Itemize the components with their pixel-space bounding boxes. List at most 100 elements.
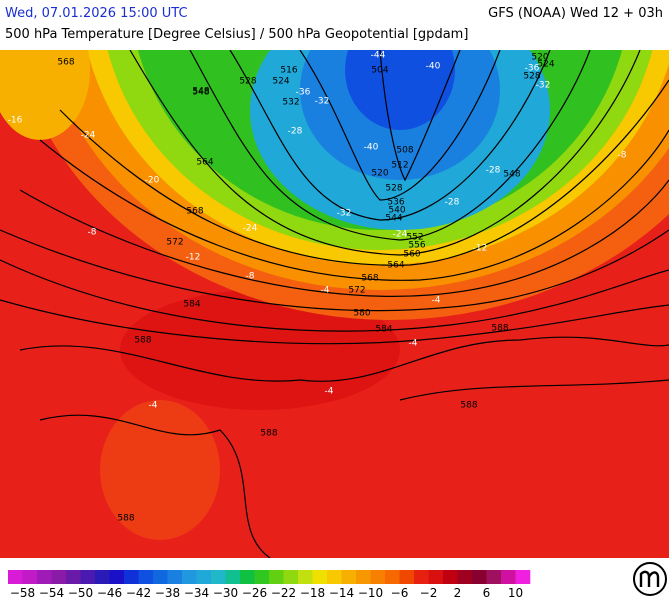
temperature-label: -8 <box>88 228 97 238</box>
colorbar-label: −42 <box>126 586 151 600</box>
colorbar-label: 2 <box>454 586 462 600</box>
temperature-label: -24 <box>243 224 258 234</box>
geopotential-label: 552 <box>406 233 423 243</box>
geopotential-label: 564 <box>387 261 404 271</box>
geopotential-label: 572 <box>166 238 183 248</box>
temperature-label: -32 <box>315 97 330 107</box>
temperature-label: -20 <box>145 176 160 186</box>
colorbar-swatch <box>298 570 313 584</box>
colorbar-swatch <box>341 570 357 584</box>
colorbar-swatch <box>8 570 23 584</box>
geopotential-label: 512 <box>391 161 408 171</box>
geopotential-label: 508 <box>396 146 413 156</box>
geopotential-label: 588 <box>491 324 508 334</box>
geopotential-label: 520 <box>371 169 388 179</box>
colorbar-label: −30 <box>213 586 238 600</box>
temperature-label: -12 <box>473 244 488 254</box>
model-run: GFS (NOAA) Wed 12 + 03h <box>488 6 663 21</box>
geopotential-label: 516 <box>280 66 297 76</box>
map: 5685485285245165325045085125205285365405… <box>0 50 669 558</box>
geopotential-label: 504 <box>371 66 388 76</box>
colorbar-swatch <box>66 570 81 584</box>
colorbar-swatch <box>22 570 38 584</box>
colorbar-swatch <box>240 570 255 584</box>
geopotential-label: 564 <box>196 158 213 168</box>
temperature-label: -4 <box>325 387 334 397</box>
temperature-field <box>120 290 400 410</box>
colorbar-label: −34 <box>184 586 209 600</box>
colorbar-swatch <box>312 570 328 584</box>
colorbar-swatch <box>385 570 400 584</box>
colorbar-swatch <box>428 570 444 584</box>
colorbar-swatch <box>269 570 284 584</box>
geopotential-label: 584 <box>375 325 392 335</box>
colorbar-label: −38 <box>155 586 180 600</box>
geopotential-label: 536 <box>387 198 404 208</box>
temperature-field <box>345 50 455 130</box>
colorbar-swatch <box>51 570 67 584</box>
colorbar-swatch <box>515 570 531 584</box>
geopotential-label: 524 <box>537 60 554 70</box>
temperature-label: -32 <box>337 209 352 219</box>
colorbar-swatch <box>225 570 241 584</box>
geopotential-label: 532 <box>282 98 299 108</box>
subtitle: 500 hPa Temperature [Degree Celsius] / 5… <box>5 27 469 42</box>
temperature-label: -12 <box>186 253 201 263</box>
colorbar-swatch <box>182 570 197 584</box>
colorbar-label: −2 <box>420 586 438 600</box>
colorbar-swatch <box>370 570 386 584</box>
colorbar-swatch <box>414 570 429 584</box>
datetime: Wed, 07.01.2026 15:00 UTC <box>5 6 188 21</box>
geopotential-label: 588 <box>260 429 277 439</box>
colorbar-label: −6 <box>391 586 409 600</box>
temperature-label: -8 <box>618 151 627 161</box>
temperature-label: -28 <box>288 127 303 137</box>
temperature-label: -40 <box>426 62 441 72</box>
temperature-label: -24 <box>81 131 96 141</box>
colorbar-label: −26 <box>242 586 267 600</box>
temperature-label: -16 <box>8 116 23 126</box>
colorbar: −58 −54 −50 −46 −42 −38 −34 −30 −26 −22 −18 −14 −10−… <box>8 562 667 600</box>
temperature-label: -4 <box>432 296 441 306</box>
temperature-label: -4 <box>409 339 418 349</box>
colorbar-swatch <box>327 570 342 584</box>
geopotential-label: 572 <box>348 286 365 296</box>
colorbar-swatch <box>80 570 96 584</box>
geopotential-label: 524 <box>272 77 289 87</box>
geopotential-label: 528 <box>385 184 402 194</box>
geopotential-label: 548 <box>192 87 209 97</box>
geopotential-label: 548 <box>503 170 520 180</box>
temperature-label: -28 <box>445 198 460 208</box>
colorbar-swatch <box>399 570 415 584</box>
colorbar-swatch <box>138 570 154 584</box>
geopotential-label: 520 <box>531 53 548 63</box>
colorbar-label: −22 <box>271 586 296 600</box>
colorbar-swatch <box>37 570 52 584</box>
colorbar-label: −14 <box>329 586 354 600</box>
colorbar-swatch <box>109 570 125 584</box>
colorbar-swatch <box>124 570 139 584</box>
colorbar-swatch <box>211 570 226 584</box>
geopotential-label: 560 <box>403 250 420 260</box>
colorbar-swatch <box>356 570 371 584</box>
temperature-label: -4 <box>149 401 158 411</box>
logo <box>639 570 660 587</box>
colorbar-swatch <box>486 570 502 584</box>
geopotential-label: 580 <box>353 309 370 319</box>
temperature-label: -36 <box>296 88 311 98</box>
colorbar-swatch <box>472 570 487 584</box>
colorbar-label: −50 <box>68 586 93 600</box>
geopotential-label: 568 <box>361 274 378 284</box>
colorbar-label: −10 <box>358 586 383 600</box>
geopotential-label: 584 <box>183 300 200 310</box>
colorbar-label: 6 <box>483 586 491 600</box>
geopotential-label: 528 <box>239 77 256 87</box>
geopotential-label: 548 <box>192 88 209 98</box>
temperature-label: -36 <box>525 64 540 74</box>
geopotential-label: 556 <box>408 241 425 251</box>
colorbar-swatch <box>254 570 270 584</box>
colorbar-label: −46 <box>97 586 122 600</box>
colorbar-swatch <box>167 570 183 584</box>
temperature-label: -40 <box>364 143 379 153</box>
colorbar-label: 10 <box>508 586 523 600</box>
